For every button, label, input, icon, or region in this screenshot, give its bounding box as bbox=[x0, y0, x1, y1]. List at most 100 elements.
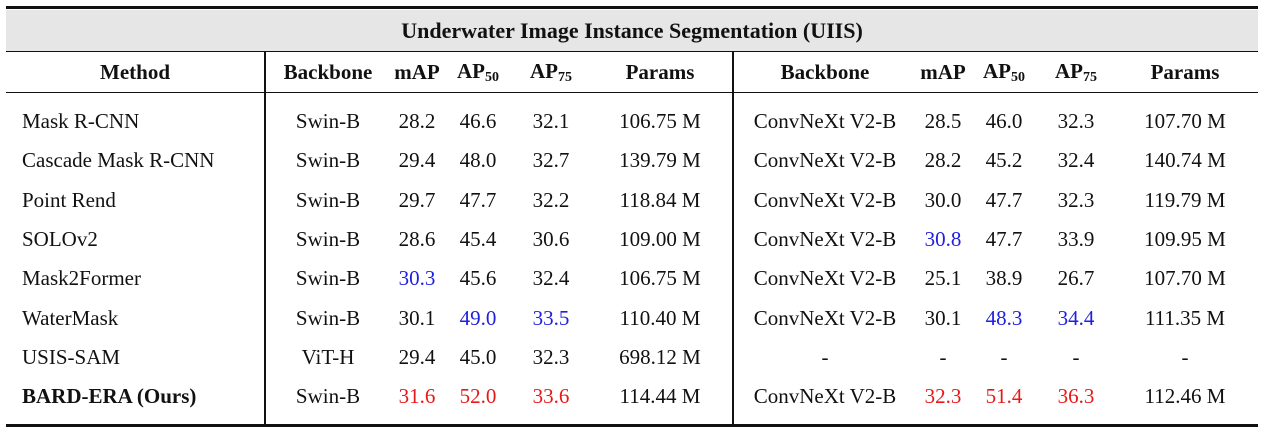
ap75-cell: 32.3 bbox=[532, 344, 570, 369]
ap75-cell: 32.3 bbox=[1057, 109, 1095, 134]
params-cell: 118.84 M bbox=[619, 187, 701, 212]
ap75-cell: 32.1 bbox=[532, 109, 570, 134]
backbone-cell: ConvNeXt V2-B bbox=[753, 187, 897, 212]
table-row: Cascade Mask R-CNN Swin-B 29.4 48.0 32.7… bbox=[6, 141, 1258, 180]
table-row: SOLOv2 Swin-B 28.6 45.4 30.6 109.00 M Co… bbox=[6, 220, 1258, 259]
map-cell: 28.2 bbox=[924, 148, 962, 173]
table-row: Point Rend Swin-B 29.7 47.7 32.2 118.84 … bbox=[6, 181, 1258, 220]
ap50-cell: 47.7 bbox=[459, 187, 497, 212]
params-cell: 107.70 M bbox=[1144, 109, 1226, 134]
method-cell: WaterMask bbox=[22, 305, 119, 330]
map-cell: 30.1 bbox=[924, 305, 962, 330]
method-cell: Mask2Former bbox=[22, 266, 141, 291]
table-title: Underwater Image Instance Segmentation (… bbox=[6, 10, 1258, 51]
ap75-cell: 32.2 bbox=[532, 187, 570, 212]
ap75-cell: 36.3 bbox=[1057, 384, 1095, 409]
top-rule bbox=[6, 6, 1258, 9]
method-divider bbox=[264, 52, 266, 424]
backbone-cell: - bbox=[821, 344, 829, 369]
ap75-cell: 32.4 bbox=[1057, 148, 1095, 173]
ap50-cell: 48.0 bbox=[459, 148, 497, 173]
results-table: Method Backbone mAP AP50 AP75 Params Bac… bbox=[6, 52, 1258, 416]
params-cell: 114.44 M bbox=[619, 384, 701, 409]
map-cell: 28.2 bbox=[398, 109, 436, 134]
header-backbone-right: Backbone bbox=[780, 59, 870, 84]
table-row-ours: BARD-ERA (Ours) Swin-B 31.6 52.0 33.6 11… bbox=[6, 377, 1258, 416]
backbone-cell: ConvNeXt V2-B bbox=[753, 384, 897, 409]
ap75-cell: - bbox=[1072, 344, 1080, 369]
params-cell: 111.35 M bbox=[1144, 305, 1226, 330]
params-cell: 107.70 M bbox=[1144, 266, 1226, 291]
backbone-cell: ConvNeXt V2-B bbox=[753, 266, 897, 291]
table-row: WaterMask Swin-B 30.1 49.0 33.5 110.40 M… bbox=[6, 298, 1258, 337]
ap75-cell: 26.7 bbox=[1057, 266, 1095, 291]
ap50-cell: 46.6 bbox=[459, 109, 497, 134]
ap75-cell: 32.3 bbox=[1057, 187, 1095, 212]
header-spacer bbox=[6, 92, 1258, 102]
map-cell: 30.0 bbox=[924, 187, 962, 212]
backbone-cell: Swin-B bbox=[295, 109, 361, 134]
bottom-rule bbox=[6, 424, 1258, 427]
map-cell: 30.8 bbox=[924, 227, 962, 252]
ap75-cell: 32.4 bbox=[532, 266, 570, 291]
map-cell: 32.3 bbox=[924, 384, 962, 409]
backbone-cell: Swin-B bbox=[295, 187, 361, 212]
params-cell: 106.75 M bbox=[619, 109, 701, 134]
table-row: USIS-SAM ViT-H 29.4 45.0 32.3 698.12 M -… bbox=[6, 338, 1258, 377]
ap50-cell: 46.0 bbox=[985, 109, 1023, 134]
header-rule bbox=[6, 92, 1258, 93]
table-row: Mask2Former Swin-B 30.3 45.6 32.4 106.75… bbox=[6, 259, 1258, 298]
ap50-cell: - bbox=[1000, 344, 1008, 369]
ap50-cell: 51.4 bbox=[985, 384, 1023, 409]
header-ap50-right: AP50 bbox=[983, 58, 1025, 85]
params-cell: - bbox=[1181, 344, 1189, 369]
header-method: Method bbox=[100, 59, 170, 84]
params-cell: 109.00 M bbox=[619, 227, 701, 252]
backbone-cell: ConvNeXt V2-B bbox=[753, 305, 897, 330]
backbone-cell: ConvNeXt V2-B bbox=[753, 227, 897, 252]
method-cell: Point Rend bbox=[22, 187, 116, 212]
method-cell: USIS-SAM bbox=[22, 344, 121, 369]
ap50-cell: 45.6 bbox=[459, 266, 497, 291]
params-cell: 139.79 M bbox=[619, 148, 701, 173]
params-cell: 106.75 M bbox=[619, 266, 701, 291]
map-cell: 29.7 bbox=[398, 187, 436, 212]
map-cell: 28.6 bbox=[398, 227, 436, 252]
map-cell: 29.4 bbox=[398, 344, 436, 369]
header-ap75-left: AP75 bbox=[530, 58, 572, 85]
ap75-cell: 33.6 bbox=[532, 384, 570, 409]
ap50-cell: 47.7 bbox=[985, 187, 1023, 212]
title-rule bbox=[6, 51, 1258, 52]
header-row: Method Backbone mAP AP50 AP75 Params Bac… bbox=[6, 52, 1258, 92]
ap50-cell: 45.0 bbox=[459, 344, 497, 369]
backbone-cell: ConvNeXt V2-B bbox=[753, 109, 897, 134]
ap75-cell: 30.6 bbox=[532, 227, 570, 252]
params-cell: 140.74 M bbox=[1144, 148, 1226, 173]
method-cell: Mask R-CNN bbox=[22, 109, 140, 134]
header-ap50-left: AP50 bbox=[457, 58, 499, 85]
map-cell: 28.5 bbox=[924, 109, 962, 134]
params-cell: 109.95 M bbox=[1144, 227, 1226, 252]
ap50-cell: 47.7 bbox=[985, 227, 1023, 252]
map-cell: 29.4 bbox=[398, 148, 436, 173]
backbone-cell: Swin-B bbox=[295, 384, 361, 409]
ap50-cell: 48.3 bbox=[985, 305, 1023, 330]
map-cell: 30.1 bbox=[398, 305, 436, 330]
map-cell: 25.1 bbox=[924, 266, 962, 291]
header-ap75-right: AP75 bbox=[1055, 58, 1097, 85]
ap50-cell: 45.4 bbox=[459, 227, 497, 252]
backbone-cell: Swin-B bbox=[295, 305, 361, 330]
ap75-cell: 32.7 bbox=[532, 148, 570, 173]
backbone-cell: Swin-B bbox=[295, 148, 361, 173]
header-params-left: Params bbox=[625, 59, 695, 84]
method-cell: SOLOv2 bbox=[22, 227, 98, 252]
ap50-cell: 49.0 bbox=[459, 305, 497, 330]
table-row: Mask R-CNN Swin-B 28.2 46.6 32.1 106.75 … bbox=[6, 102, 1258, 141]
ap75-cell: 33.9 bbox=[1057, 227, 1095, 252]
header-params-right: Params bbox=[1150, 59, 1220, 84]
group-divider bbox=[732, 52, 734, 424]
header-map-right: mAP bbox=[920, 59, 966, 84]
params-cell: 698.12 M bbox=[619, 344, 701, 369]
ap75-cell: 33.5 bbox=[532, 305, 570, 330]
ap50-cell: 45.2 bbox=[985, 148, 1023, 173]
